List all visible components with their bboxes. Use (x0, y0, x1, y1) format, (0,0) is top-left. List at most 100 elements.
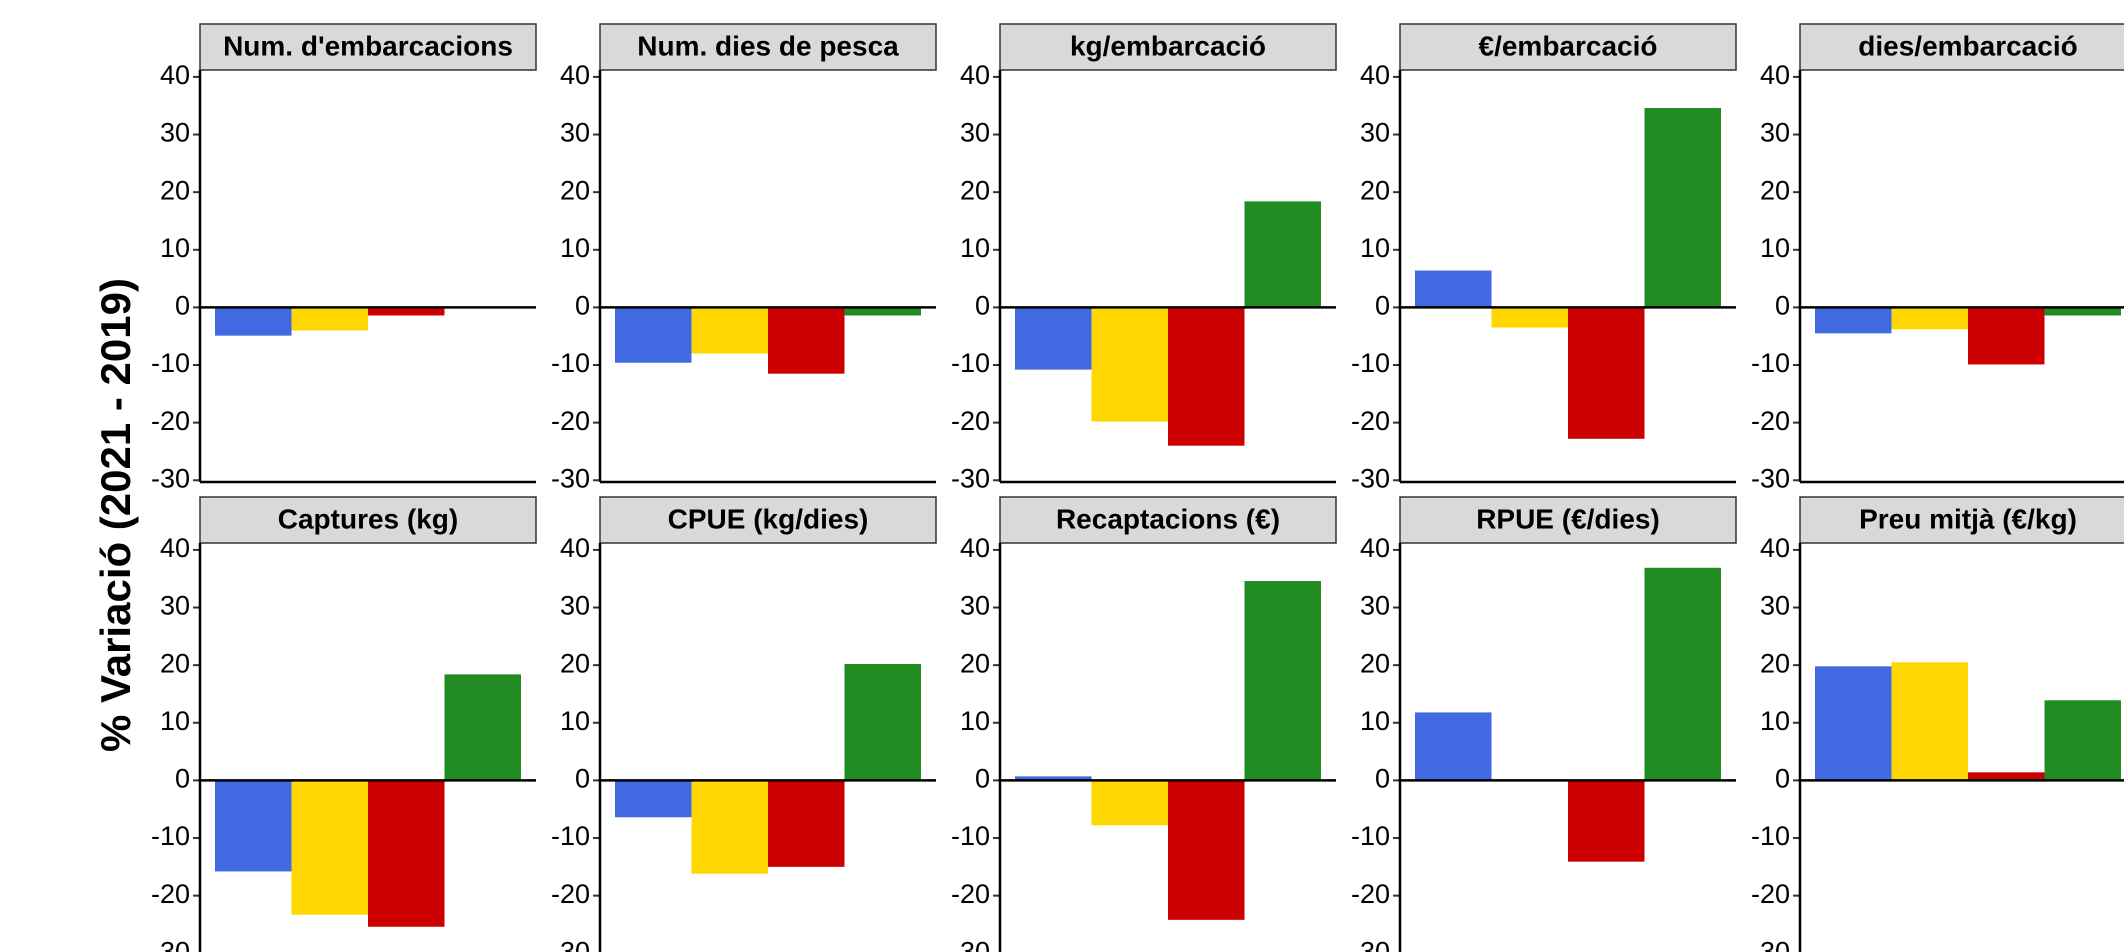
y-tick-label: 20 (1360, 648, 1390, 678)
y-tick-label: -10 (1351, 821, 1390, 851)
bar (768, 780, 845, 867)
bar (1891, 662, 1968, 781)
y-tick-label: -20 (151, 879, 190, 909)
bar (215, 780, 292, 872)
y-tick-label: 40 (1360, 533, 1390, 563)
panel-title: Num. dies de pesca (637, 30, 899, 61)
y-tick-label: 20 (1760, 175, 1790, 205)
y-tick-label: 30 (560, 118, 590, 148)
y-tick-label: -10 (951, 348, 990, 378)
bar (1015, 307, 1092, 370)
panel: RPUE (€/dies) -30 -20 -10 0 10 20 30 40 (1351, 496, 1737, 952)
bar (444, 674, 521, 781)
y-tick-label: 10 (1760, 233, 1790, 263)
y-tick-label: 30 (1360, 118, 1390, 148)
y-tick-label: 10 (1760, 706, 1790, 736)
bar (1244, 581, 1321, 781)
y-tick-label: 10 (560, 706, 590, 736)
y-tick-label: -20 (951, 879, 990, 909)
bar (291, 780, 368, 915)
bar (1168, 307, 1245, 446)
y-tick-label: 0 (575, 291, 590, 321)
strip (199, 496, 537, 544)
y-tick-label: 30 (960, 118, 990, 148)
bar (1968, 772, 2045, 781)
bar (691, 307, 768, 354)
panel: dies/embarcació -30 -20 -10 0 10 20 30 40 (1751, 23, 2124, 493)
y-tick-label: 40 (1760, 60, 1790, 90)
bar (1491, 307, 1568, 328)
bar (368, 780, 445, 927)
bar (844, 664, 921, 781)
bar (1415, 712, 1492, 781)
y-tick-label: 40 (960, 533, 990, 563)
panel: kg/embarcació -30 -20 -10 0 10 20 30 40 (951, 23, 1337, 493)
bar (1568, 780, 1645, 862)
panel-title: CPUE (kg/dies) (668, 503, 869, 534)
bar (1891, 307, 1968, 330)
y-tick-label: -20 (1751, 879, 1790, 909)
strip (1799, 23, 2124, 71)
y-tick-label: -10 (551, 821, 590, 851)
y-tick-label: 30 (1760, 118, 1790, 148)
y-tick-label: 0 (1775, 291, 1790, 321)
bar (1644, 108, 1721, 308)
y-tick-label: 0 (1775, 764, 1790, 794)
y-tick-label: -30 (551, 463, 590, 493)
y-tick-label: 40 (160, 60, 190, 90)
strip (599, 496, 937, 544)
y-tick-label: -20 (1351, 879, 1390, 909)
panel-title: Recaptacions (€) (1056, 503, 1280, 534)
y-tick-label: -30 (151, 463, 190, 493)
bar (691, 780, 768, 874)
bar (2044, 307, 2121, 316)
y-tick-label: -10 (1751, 821, 1790, 851)
y-tick-label: 0 (975, 764, 990, 794)
y-tick-label: 40 (560, 533, 590, 563)
y-tick-label: -20 (551, 879, 590, 909)
panel: Recaptacions (€) -30 -20 -10 0 10 20 30 40 (951, 496, 1337, 952)
bar (1815, 666, 1892, 781)
panel-title: dies/embarcació (1858, 30, 2077, 61)
y-tick-label: 40 (1360, 60, 1390, 90)
y-tick-label: -10 (151, 821, 190, 851)
strip (1399, 496, 1737, 544)
y-tick-label: -30 (1751, 463, 1790, 493)
y-tick-label: 40 (160, 533, 190, 563)
bar (1091, 307, 1168, 422)
panel-title: Captures (kg) (278, 503, 458, 534)
y-tick-label: 30 (160, 118, 190, 148)
y-tick-label: 20 (960, 648, 990, 678)
strip (999, 496, 1337, 544)
bar (1015, 776, 1092, 781)
y-axis-label: % Variació (2021 - 2019) (92, 278, 139, 752)
panel-title: Num. d'embarcacions (223, 30, 513, 61)
y-tick-label: -30 (151, 936, 190, 952)
strip (199, 23, 537, 71)
bar (1815, 307, 1892, 334)
panel: CPUE (kg/dies) -30 -20 -10 0 10 20 30 40 (551, 496, 937, 952)
y-tick-label: 10 (560, 233, 590, 263)
y-tick-label: 40 (560, 60, 590, 90)
y-tick-label: -20 (951, 406, 990, 436)
y-tick-label: 10 (960, 233, 990, 263)
panel: Preu mitjà (€/kg) -30 -20 -10 0 10 20 30 40 (1751, 496, 2124, 952)
y-tick-label: -20 (151, 406, 190, 436)
y-tick-label: 10 (160, 706, 190, 736)
panel: €/embarcació -30 -20 -10 0 10 20 30 40 (1351, 23, 1737, 493)
bar (1168, 780, 1245, 920)
y-tick-label: 20 (1360, 175, 1390, 205)
bar (768, 307, 845, 374)
y-tick-label: 0 (175, 291, 190, 321)
y-tick-label: 40 (960, 60, 990, 90)
bar (1568, 307, 1645, 439)
y-tick-label: 20 (560, 175, 590, 205)
bar (1415, 270, 1492, 308)
bar (615, 307, 692, 363)
strip (999, 23, 1337, 71)
y-tick-label: -10 (951, 821, 990, 851)
y-tick-label: 20 (160, 175, 190, 205)
y-tick-label: 0 (1375, 291, 1390, 321)
